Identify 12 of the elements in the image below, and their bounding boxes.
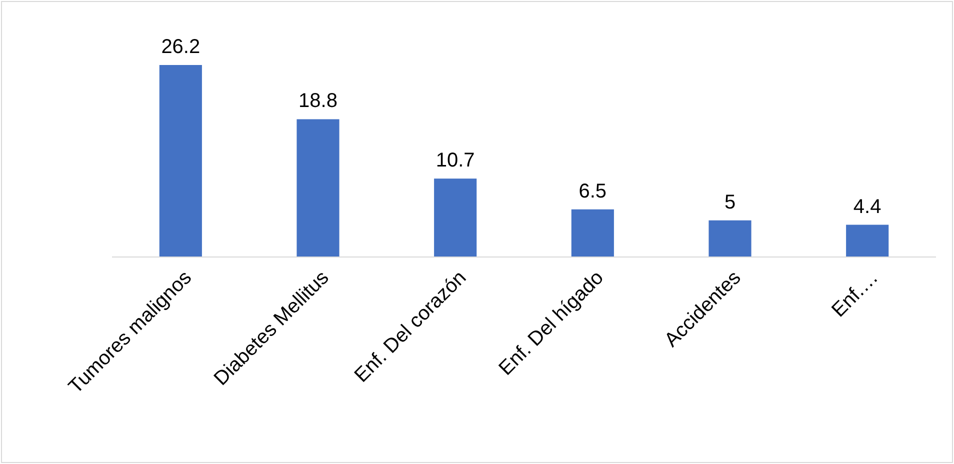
bar — [434, 178, 477, 257]
bar — [708, 220, 752, 257]
bar — [571, 209, 614, 257]
bar — [296, 119, 340, 257]
bar — [846, 224, 889, 257]
data-label: 5 — [724, 191, 736, 214]
bar — [159, 65, 202, 257]
data-label: 10.7 — [436, 150, 475, 172]
data-label: 4.4 — [853, 196, 882, 218]
data-label: 6.5 — [578, 180, 607, 202]
data-label: 18.8 — [298, 90, 338, 112]
data-label: 26.2 — [161, 36, 200, 58]
